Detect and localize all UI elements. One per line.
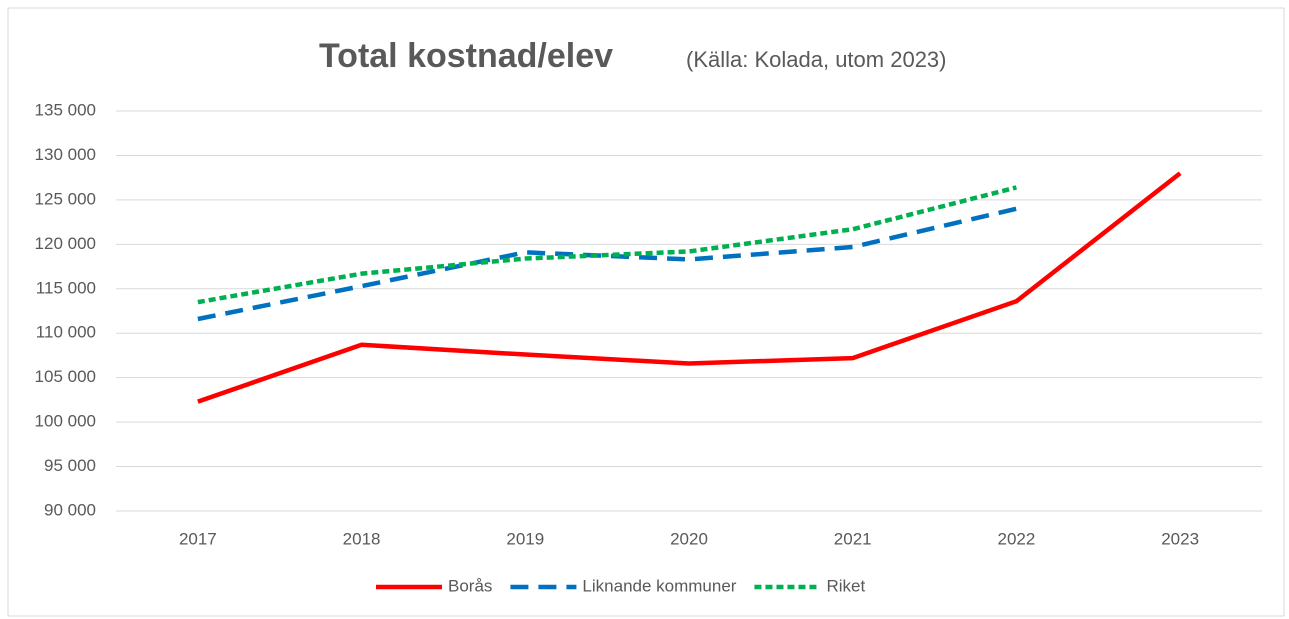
x-tick-label: 2020 [670, 529, 708, 548]
x-tick-label: 2023 [1161, 529, 1199, 548]
x-tick-label: 2022 [998, 529, 1036, 548]
series-line [197, 185, 1017, 305]
x-tick-label: 2021 [834, 529, 872, 548]
legend-label: Riket [826, 576, 865, 595]
x-tick-label: 2019 [506, 529, 544, 548]
y-tick-label: 125 000 [35, 189, 96, 208]
x-tick-label: 2018 [343, 529, 381, 548]
y-tick-label: 115 000 [36, 278, 96, 297]
chart-border [7, 7, 1285, 617]
y-tick-label: 90 000 [44, 500, 96, 519]
y-tick-label: 110 000 [36, 323, 96, 342]
y-tick-label: 105 000 [35, 367, 96, 386]
x-tick-label: 2017 [179, 529, 217, 548]
legend-label: Liknande kommuner [582, 576, 736, 595]
y-tick-label: 130 000 [35, 145, 96, 164]
y-tick-label: 135 000 [35, 100, 96, 119]
chart-subtitle: (Källa: Kolada, utom 2023) [686, 47, 947, 72]
series-line [197, 171, 1182, 404]
y-tick-label: 95 000 [44, 456, 96, 475]
chart-title: Total kostnad/elev [319, 37, 613, 75]
legend-label: Borås [448, 576, 492, 595]
y-tick-label: 120 000 [35, 234, 96, 253]
y-tick-label: 100 000 [35, 412, 96, 431]
